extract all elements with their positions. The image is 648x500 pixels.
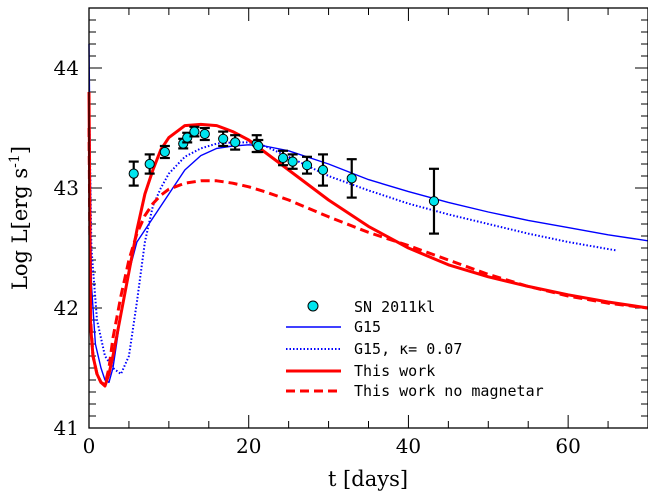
data-point xyxy=(287,156,298,167)
data-point xyxy=(128,168,139,179)
y-axis-label-sup: -1 xyxy=(7,154,23,168)
data-point xyxy=(144,158,155,170)
data-point xyxy=(253,140,264,152)
tick-labels: 0 20 40 60 41 42 43 44 xyxy=(54,56,581,458)
series-line-solid-thick xyxy=(87,91,648,388)
data-point xyxy=(230,137,241,148)
data-point xyxy=(317,164,329,176)
data-point xyxy=(199,128,210,140)
y-tick-label: 44 xyxy=(54,56,79,80)
series-line-dotted xyxy=(88,91,617,375)
y-tick-label: 41 xyxy=(54,416,79,440)
y-tick-label: 43 xyxy=(54,176,79,200)
x-tick-label: 20 xyxy=(236,434,261,458)
data-point xyxy=(301,160,313,171)
model-curves xyxy=(87,43,648,388)
legend-label-g15-kappa: G15, κ= 0.07 xyxy=(354,340,462,358)
plot-frame xyxy=(88,7,648,429)
data-point xyxy=(428,196,440,207)
legend-label-sn2011kl: SN 2011kl xyxy=(354,298,435,316)
x-tick-label: 60 xyxy=(555,434,580,458)
observation-points xyxy=(128,125,440,235)
data-point xyxy=(218,133,229,144)
legend-label-no-magnetar: This work no magnetar xyxy=(354,382,544,400)
legend-marker-sn2011kl xyxy=(307,300,319,312)
data-point xyxy=(277,152,289,164)
y-axis-label: Log L[erg s-1] xyxy=(7,146,32,290)
data-point xyxy=(159,146,170,158)
data-point xyxy=(189,126,200,137)
x-tick-label: 40 xyxy=(396,434,421,458)
legend: SN 2011kl G15 G15, κ= 0.07 This work Thi… xyxy=(286,298,544,400)
y-axis-label-close: ] xyxy=(8,146,32,154)
y-tick-label: 42 xyxy=(54,296,79,320)
legend-label-g15: G15 xyxy=(354,318,381,336)
y-axis-label-main: Log L[erg s xyxy=(8,168,32,290)
x-axis-label: t [days] xyxy=(328,467,408,491)
data-point xyxy=(346,173,357,184)
x-tick-label: 0 xyxy=(83,434,96,458)
legend-label-this-work: This work xyxy=(354,362,435,380)
